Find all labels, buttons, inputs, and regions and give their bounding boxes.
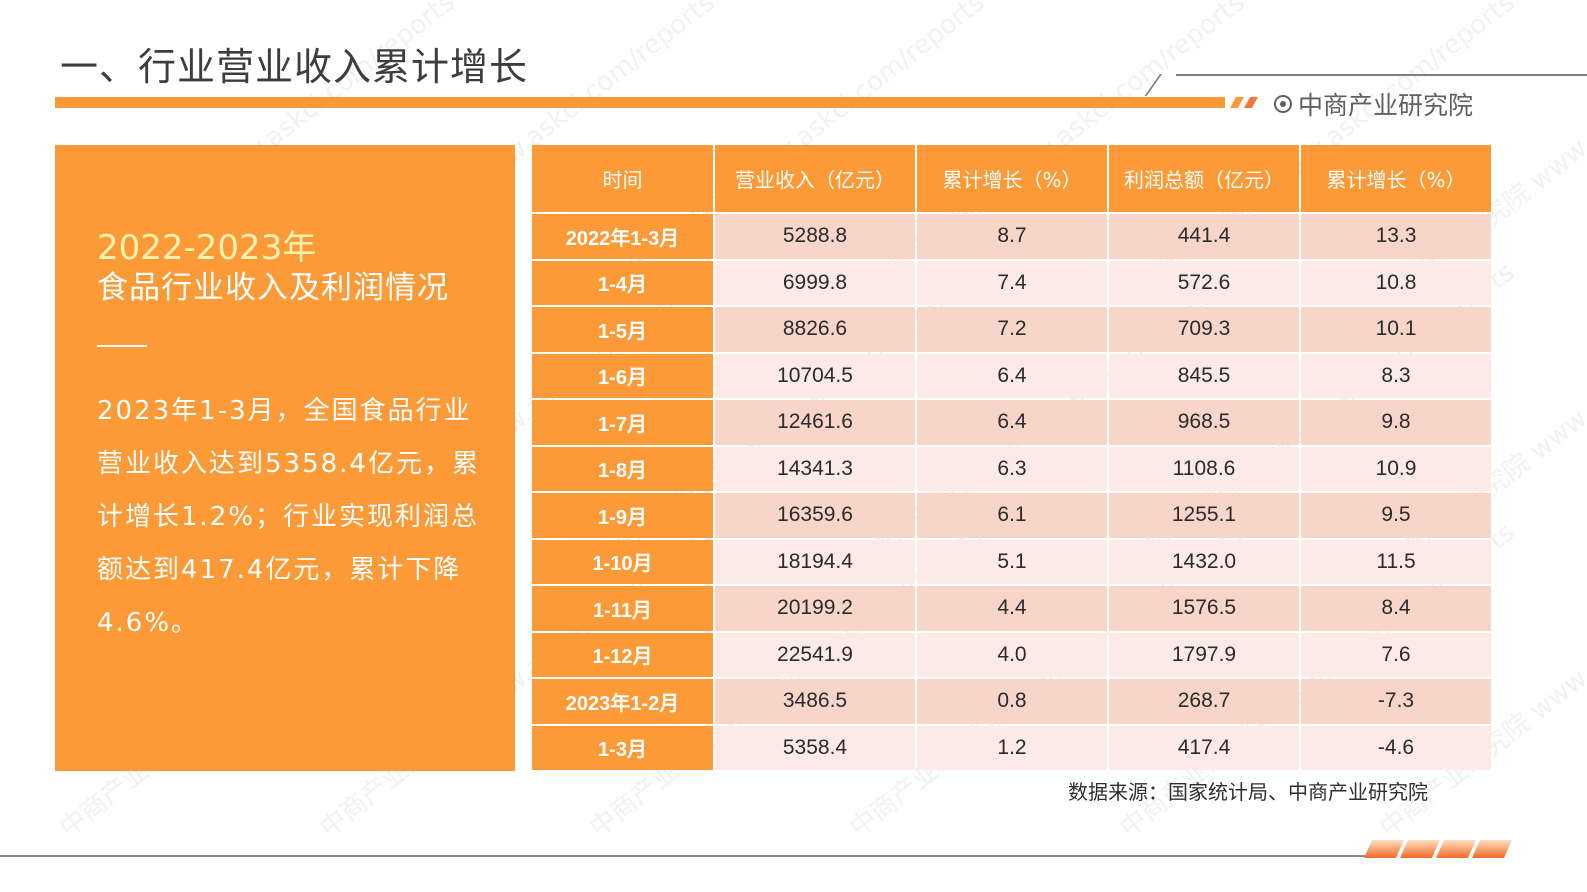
cell-profit-growth: 9.5 [1301, 493, 1491, 538]
panel-heading: 食品行业收入及利润情况 [97, 270, 449, 306]
cell-profit-growth: -4.6 [1301, 725, 1491, 770]
cell-revenue: 5358.4 [715, 725, 915, 770]
header-revenue-growth: 累计增长（%） [917, 145, 1107, 212]
cell-revenue: 12461.6 [715, 400, 915, 445]
title-bar-stripes-decoration [1230, 97, 1258, 108]
table-body: 2022年1-3月 5288.8 8.7 441.4 13.3 1-4月 6999.8 7.4… [532, 214, 1491, 770]
cell-revenue: 6999.8 [715, 260, 915, 305]
cell-revenue: 3486.5 [715, 679, 915, 724]
cell-time: 1-10月 [532, 539, 713, 584]
cell-time: 1-12月 [532, 632, 713, 677]
cell-revenue-growth: 5.1 [917, 539, 1107, 584]
cell-profit: 268.7 [1109, 679, 1299, 724]
cell-revenue: 20199.2 [715, 586, 915, 631]
cell-profit-growth: 8.3 [1301, 353, 1491, 398]
page-title: 一、行业营业收入累计增长 [60, 45, 529, 89]
cell-revenue: 10704.5 [715, 353, 915, 398]
data-source-note: 数据来源：国家统计局、中商产业研究院 [1068, 780, 1428, 804]
table-row: 1-9月 16359.6 6.1 1255.1 9.5 [532, 493, 1491, 538]
cell-profit-growth: 11.5 [1301, 539, 1491, 584]
header-revenue: 营业收入（亿元） [715, 145, 915, 212]
cell-profit: 572.6 [1109, 260, 1299, 305]
table-row: 2023年1-2月 3486.5 0.8 268.7 -7.3 [532, 679, 1491, 724]
table-row: 1-10月 18194.4 5.1 1432.0 11.5 [532, 539, 1491, 584]
target-circle-icon [1274, 95, 1292, 113]
cell-time: 1-7月 [532, 400, 713, 445]
cell-profit: 441.4 [1109, 214, 1299, 259]
cell-time: 2022年1-3月 [532, 214, 713, 259]
brand-name: 中商产业研究院 [1298, 91, 1474, 120]
table-row: 1-11月 20199.2 4.4 1576.5 8.4 [532, 586, 1491, 631]
panel-divider [97, 345, 147, 347]
cell-profit: 417.4 [1109, 725, 1299, 770]
table-row: 1-12月 22541.9 4.0 1797.9 7.6 [532, 632, 1491, 677]
panel-summary-text: 2023年1-3月，全国食品行业营业收入达到5358.4亿元，累计增长1.2%；… [97, 396, 480, 638]
cell-profit-growth: 8.4 [1301, 586, 1491, 631]
table-row: 1-4月 6999.8 7.4 572.6 10.8 [532, 260, 1491, 305]
cell-time: 1-5月 [532, 307, 713, 352]
cell-revenue-growth: 7.2 [917, 307, 1107, 352]
footer-stripes-decoration [1364, 840, 1512, 858]
cell-revenue: 22541.9 [715, 632, 915, 677]
cell-revenue: 16359.6 [715, 493, 915, 538]
cell-revenue-growth: 7.4 [917, 260, 1107, 305]
revenue-profit-table: 时间 营业收入（亿元） 累计增长（%） 利润总额（亿元） 累计增长（%） 202… [530, 143, 1493, 772]
cell-profit-growth: 10.8 [1301, 260, 1491, 305]
cell-revenue-growth: 6.4 [917, 400, 1107, 445]
table-row: 1-6月 10704.5 6.4 845.5 8.3 [532, 353, 1491, 398]
table-row: 2022年1-3月 5288.8 8.7 441.4 13.3 [532, 214, 1491, 259]
cell-time: 1-8月 [532, 446, 713, 491]
header-profit-growth: 累计增长（%） [1301, 145, 1491, 212]
title-underline-bar [55, 97, 1225, 108]
cell-revenue-growth: 4.4 [917, 586, 1107, 631]
brand-divider-slant [1144, 74, 1162, 96]
brand-logo: 中商产业研究院 [1274, 86, 1473, 122]
cell-revenue: 14341.3 [715, 446, 915, 491]
header-profit: 利润总额（亿元） [1109, 145, 1299, 212]
cell-profit: 1576.5 [1109, 586, 1299, 631]
cell-revenue: 8826.6 [715, 307, 915, 352]
cell-revenue-growth: 0.8 [917, 679, 1107, 724]
table-row: 1-7月 12461.6 6.4 968.5 9.8 [532, 400, 1491, 445]
cell-profit: 968.5 [1109, 400, 1299, 445]
table-row: 1-3月 5358.4 1.2 417.4 -4.6 [532, 725, 1491, 770]
cell-time: 1-6月 [532, 353, 713, 398]
cell-revenue-growth: 6.1 [917, 493, 1107, 538]
header-time: 时间 [532, 145, 713, 212]
cell-time: 1-4月 [532, 260, 713, 305]
cell-profit: 1108.6 [1109, 446, 1299, 491]
cell-revenue-growth: 1.2 [917, 725, 1107, 770]
panel-year-range: 2022-2023年 [97, 228, 317, 268]
cell-profit: 845.5 [1109, 353, 1299, 398]
cell-revenue: 18194.4 [715, 539, 915, 584]
cell-profit-growth: 13.3 [1301, 214, 1491, 259]
table-row: 1-5月 8826.6 7.2 709.3 10.1 [532, 307, 1491, 352]
table-row: 1-8月 14341.3 6.3 1108.6 10.9 [532, 446, 1491, 491]
cell-time: 2023年1-2月 [532, 679, 713, 724]
cell-profit: 1432.0 [1109, 539, 1299, 584]
cell-profit-growth: 7.6 [1301, 632, 1491, 677]
cell-time: 1-11月 [532, 586, 713, 631]
cell-revenue-growth: 6.4 [917, 353, 1107, 398]
cell-revenue-growth: 6.3 [917, 446, 1107, 491]
cell-revenue-growth: 8.7 [917, 214, 1107, 259]
cell-profit-growth: 9.8 [1301, 400, 1491, 445]
footer-line [0, 855, 1365, 857]
cell-time: 1-3月 [532, 725, 713, 770]
table-header-row: 时间 营业收入（亿元） 累计增长（%） 利润总额（亿元） 累计增长（%） [532, 145, 1491, 212]
cell-profit: 1797.9 [1109, 632, 1299, 677]
cell-profit: 709.3 [1109, 307, 1299, 352]
cell-profit: 1255.1 [1109, 493, 1299, 538]
cell-profit-growth: 10.9 [1301, 446, 1491, 491]
cell-profit-growth: -7.3 [1301, 679, 1491, 724]
brand-divider-line [1176, 74, 1587, 76]
cell-time: 1-9月 [532, 493, 713, 538]
cell-revenue-growth: 4.0 [917, 632, 1107, 677]
cell-revenue: 5288.8 [715, 214, 915, 259]
cell-profit-growth: 10.1 [1301, 307, 1491, 352]
summary-panel: 2022-2023年 食品行业收入及利润情况 2023年1-3月，全国食品行业营… [55, 145, 515, 771]
